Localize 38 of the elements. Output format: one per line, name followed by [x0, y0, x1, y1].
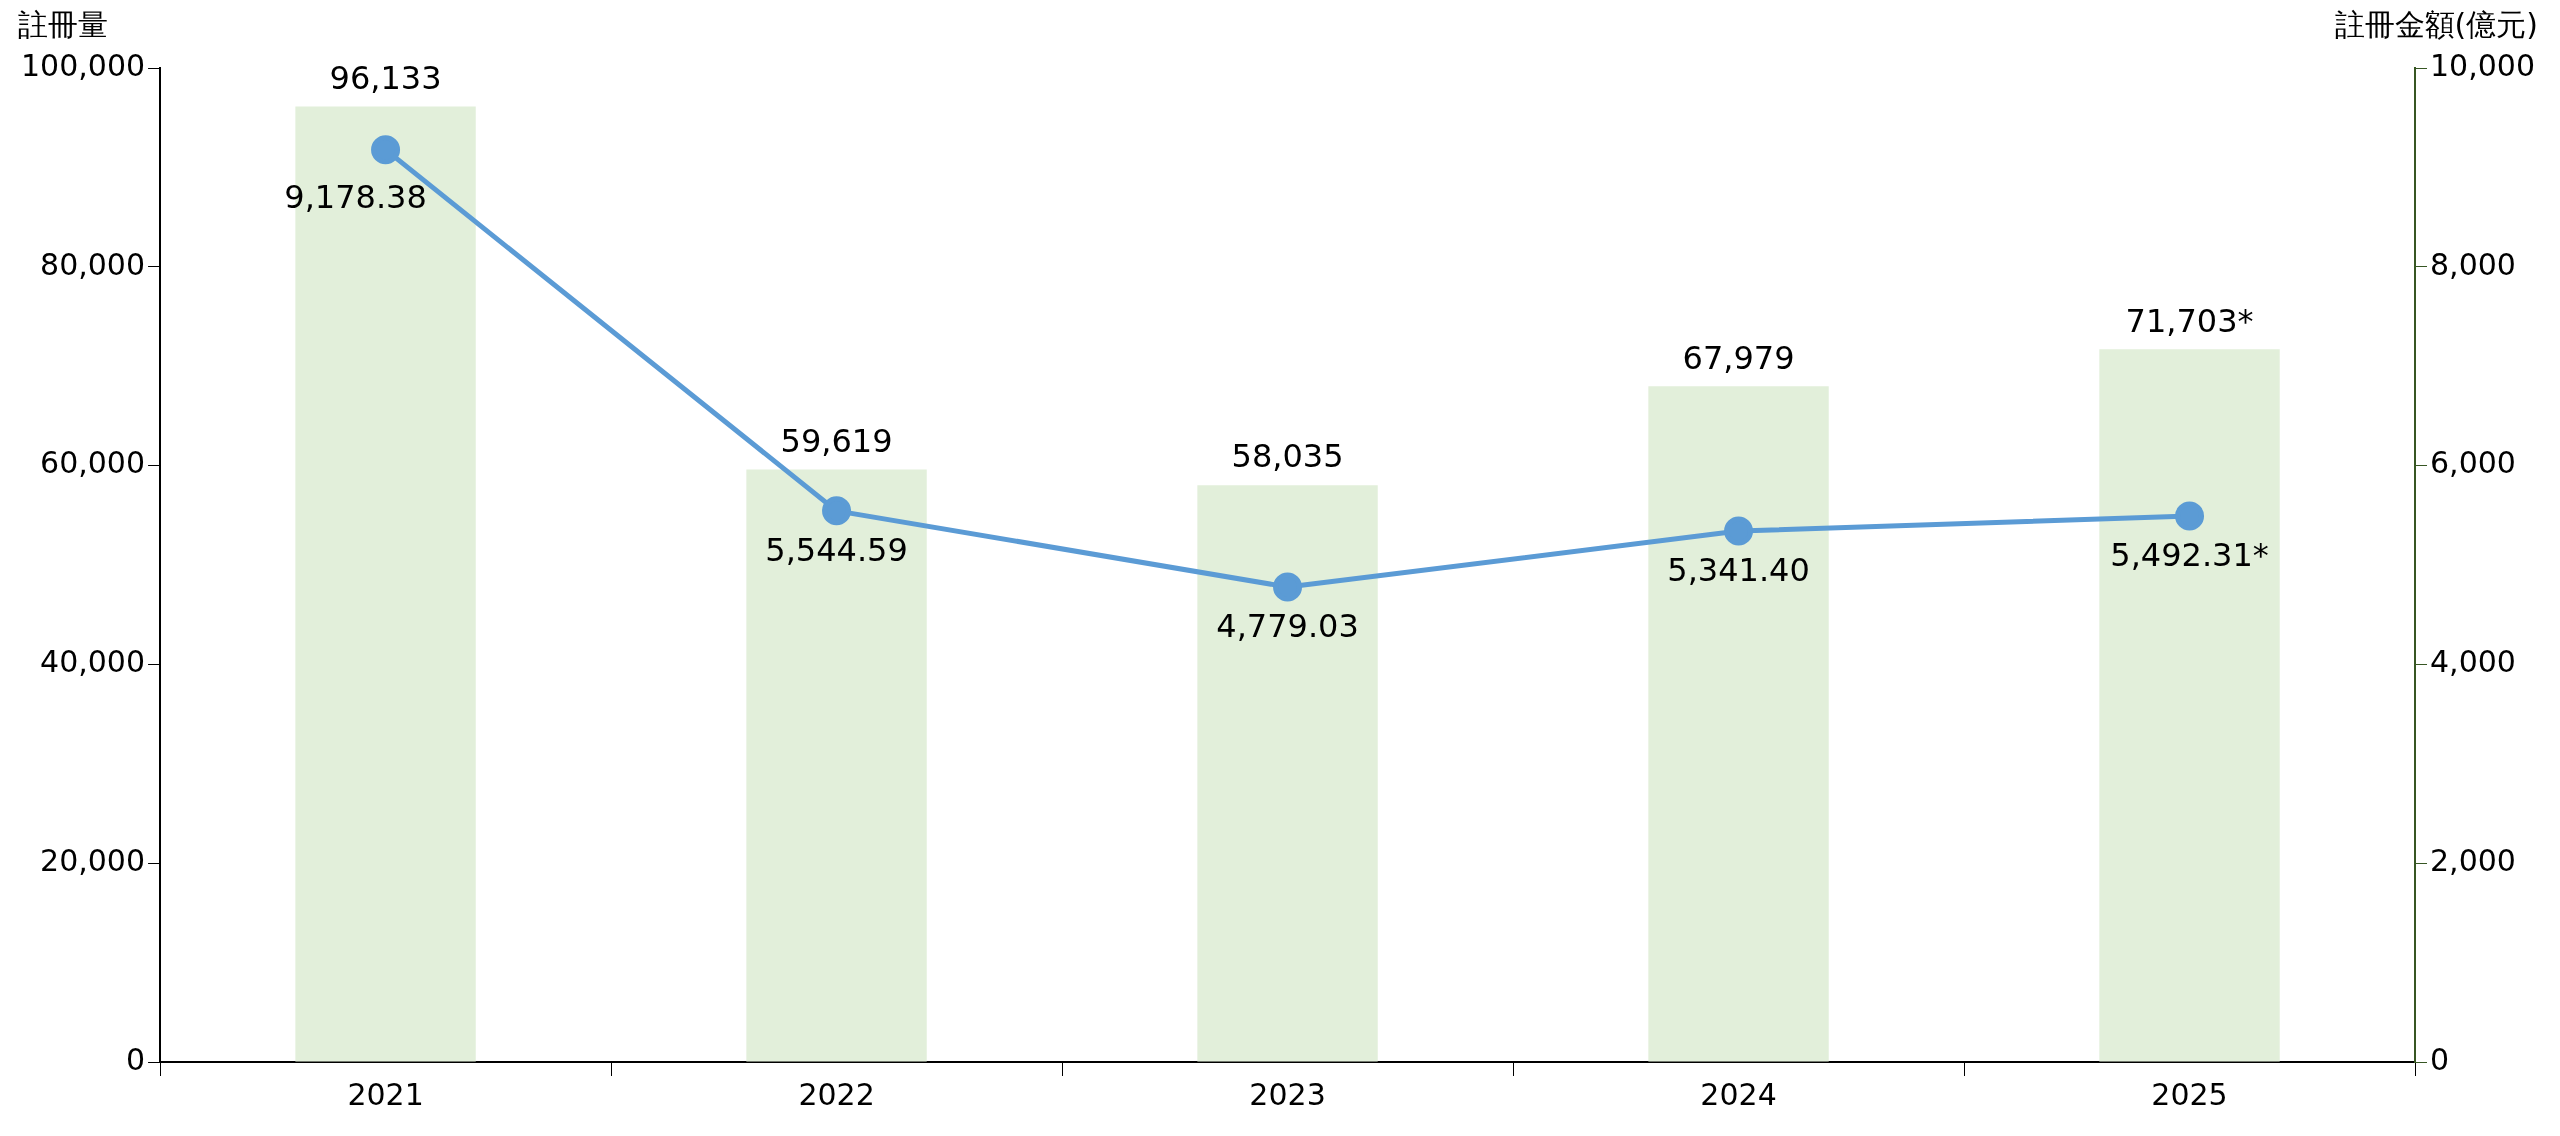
- data-label: 96,133: [329, 58, 442, 97]
- y-tick-label: 0: [125, 1041, 146, 1077]
- data-label: 67,979: [1682, 338, 1795, 377]
- x-tick-label: 2025: [2151, 1076, 2228, 1112]
- data-label: 71,703*: [2125, 301, 2254, 340]
- y-tick-label: 60,000: [40, 445, 146, 481]
- point: [2175, 501, 2205, 531]
- x-tick-label: 2023: [1249, 1076, 1326, 1112]
- x-tick-label: 2021: [347, 1076, 424, 1112]
- data-label: 5,492.31*: [2110, 536, 2269, 575]
- bar: [1648, 386, 1829, 1062]
- point: [371, 135, 401, 165]
- y2-tick-label: 10,000: [2430, 47, 2536, 83]
- y2-tick-label: 0: [2430, 1041, 2450, 1077]
- data-label: 5,341.40: [1667, 551, 1810, 590]
- data-label: 4,779.03: [1216, 607, 1359, 646]
- y2-tick-label: 8,000: [2430, 246, 2516, 282]
- data-label: 5,544.59: [765, 531, 908, 570]
- y-axis-title: 註冊量: [18, 6, 108, 42]
- x-tick-label: 2022: [798, 1076, 875, 1112]
- data-label: 58,035: [1231, 437, 1344, 476]
- point: [1273, 572, 1303, 602]
- data-label: 9,178.38: [284, 177, 427, 216]
- bar: [2099, 349, 2280, 1062]
- y2-tick-label: 2,000: [2430, 843, 2516, 878]
- y-tick-label: 80,000: [40, 246, 146, 282]
- bar: [746, 469, 927, 1062]
- y2-axis-title: 註冊金額(億元): [2334, 6, 2538, 42]
- y-tick-label: 20,000: [40, 843, 146, 878]
- y-tick-label: 100,000: [21, 47, 146, 83]
- y2-tick-label: 4,000: [2430, 644, 2516, 680]
- x-tick-label: 2024: [1700, 1076, 1777, 1112]
- y-tick-label: 40,000: [40, 644, 146, 680]
- data-label: 59,619: [780, 421, 893, 460]
- y2-tick-label: 6,000: [2430, 445, 2516, 481]
- point: [1724, 516, 1754, 546]
- point: [822, 496, 852, 526]
- bar: [1197, 485, 1378, 1062]
